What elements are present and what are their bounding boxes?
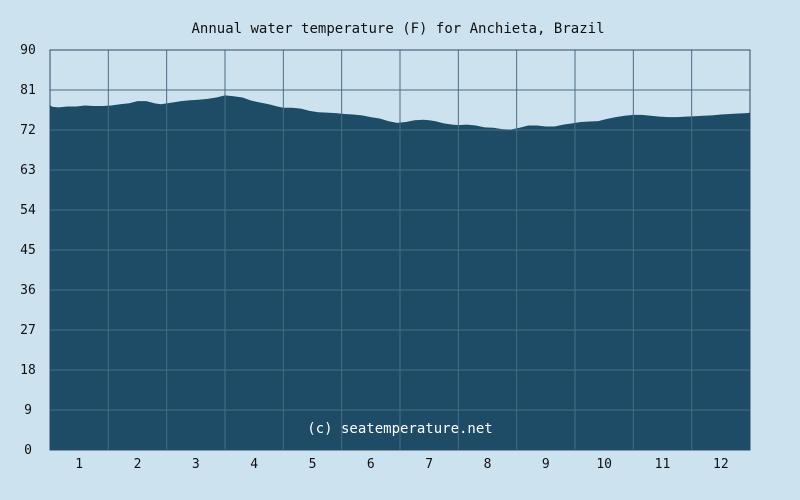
x-tick-label: 10 [596, 457, 612, 472]
copyright-annotation: (c) seatemperature.net [307, 421, 492, 437]
x-tick-label: 1 [75, 457, 83, 472]
x-tick-label: 4 [250, 457, 258, 472]
plot-frame [49, 49, 751, 451]
x-tick-label: 12 [713, 457, 729, 472]
x-tick-label: 5 [309, 457, 317, 472]
x-tick-label: 3 [192, 457, 200, 472]
y-axis-ticks: 0 9 18 27 36 45 54 63 72 81 90 [20, 43, 36, 458]
y-tick-label: 72 [20, 123, 36, 138]
x-tick-label: 8 [484, 457, 492, 472]
x-tick-label: 2 [134, 457, 142, 472]
y-tick-label: 27 [20, 323, 36, 338]
y-tick-label: 63 [20, 163, 36, 178]
y-tick-label: 36 [20, 283, 36, 298]
x-tick-label: 6 [367, 457, 375, 472]
chart-title: Annual water temperature (F) for Anchiet… [191, 21, 604, 37]
y-tick-label: 9 [24, 403, 32, 418]
y-tick-label: 18 [20, 363, 36, 378]
y-tick-label: 81 [20, 83, 36, 98]
x-tick-label: 11 [655, 457, 671, 472]
x-axis-ticks: 1 2 3 4 5 6 7 8 9 10 11 12 [75, 457, 728, 472]
y-tick-label: 0 [24, 443, 32, 458]
y-tick-label: 90 [20, 43, 36, 58]
y-tick-label: 45 [20, 243, 36, 258]
x-tick-label: 7 [425, 457, 433, 472]
y-tick-label: 54 [20, 203, 36, 218]
x-tick-label: 9 [542, 457, 550, 472]
